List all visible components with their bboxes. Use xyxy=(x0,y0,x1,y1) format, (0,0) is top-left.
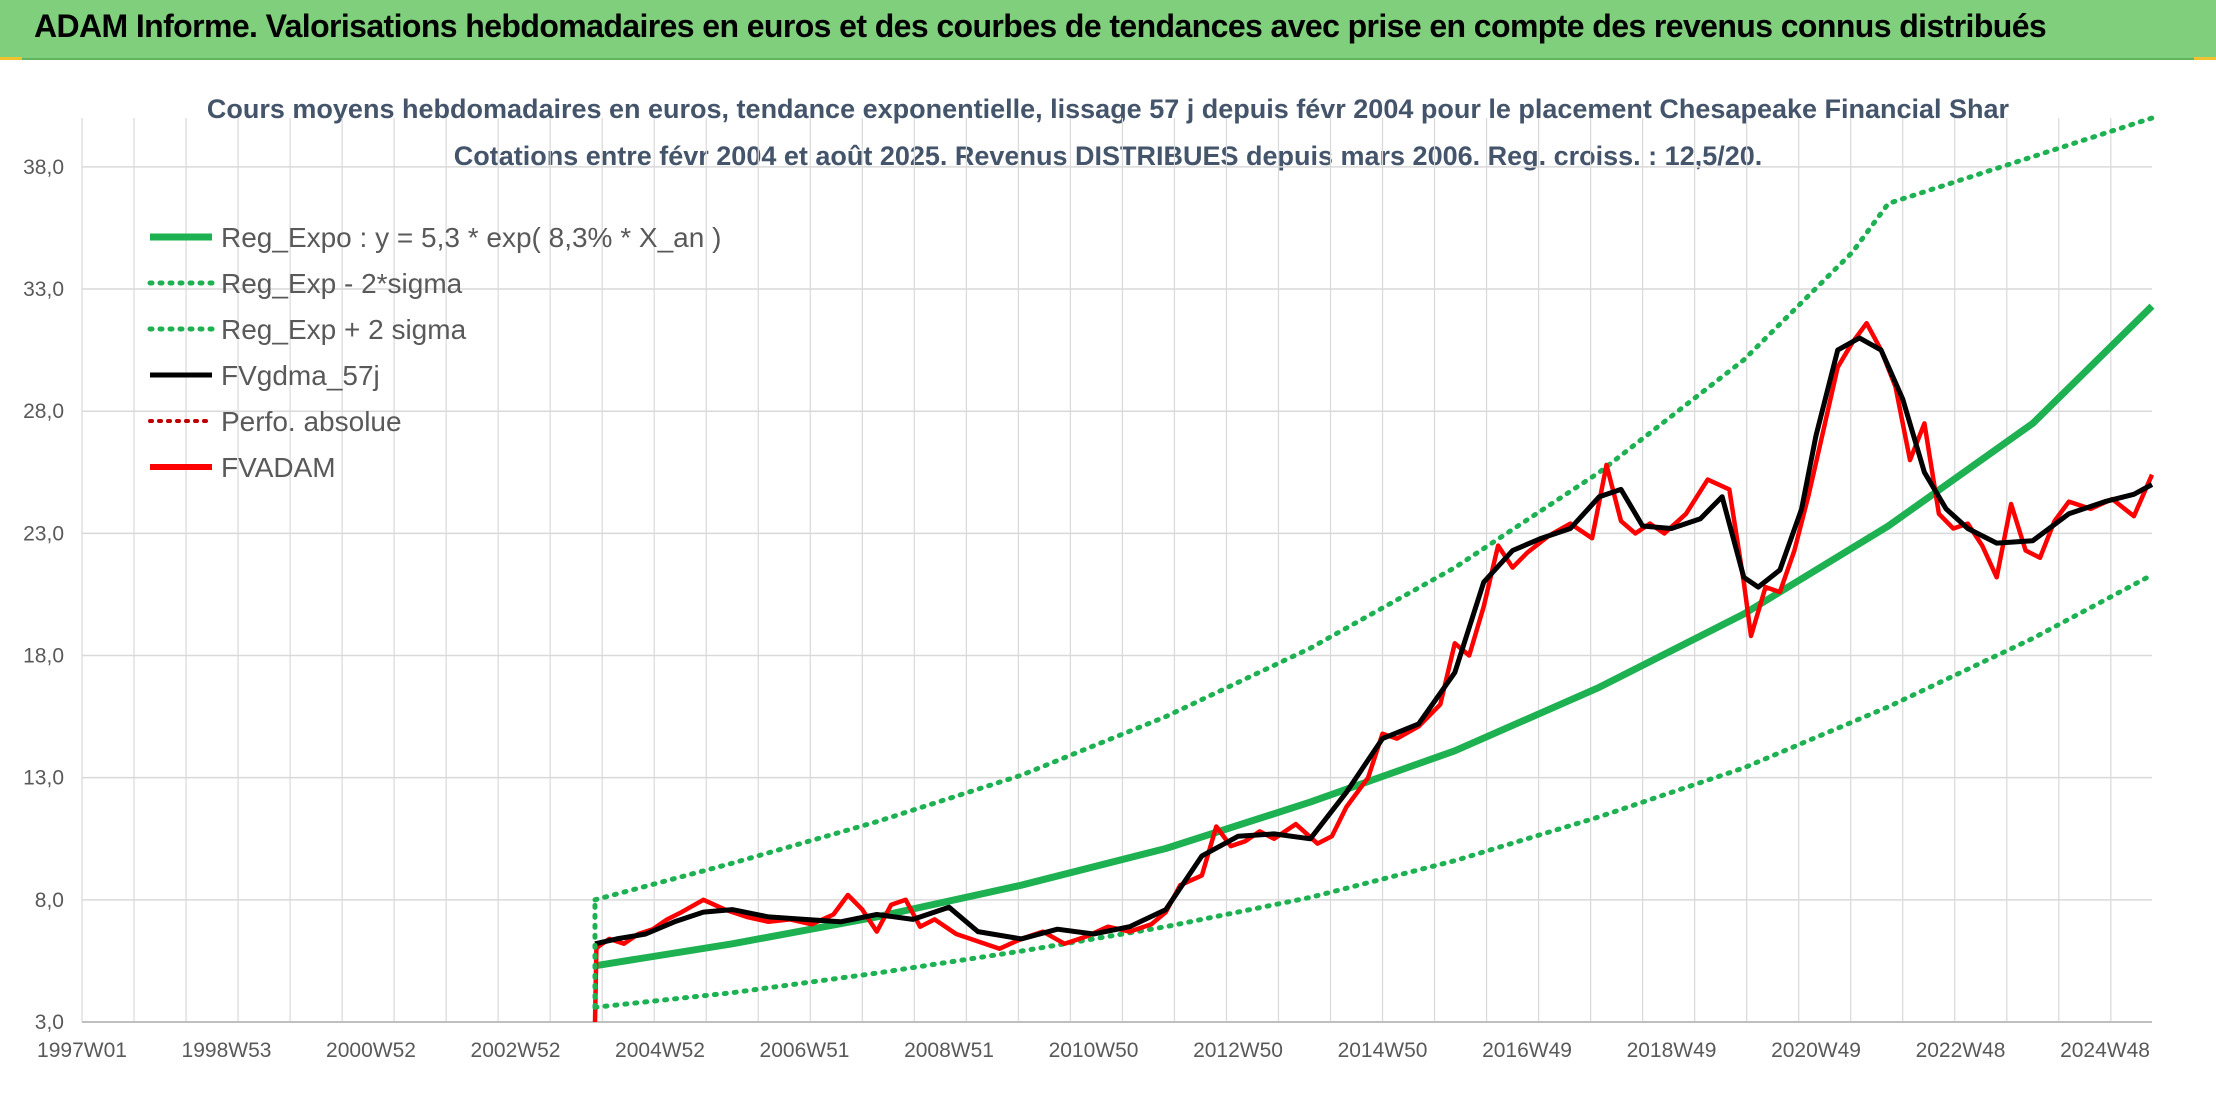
x-axis: 1997W01 1998W53 2000W52 2002W52 2004W52 2006W… xyxy=(37,1039,2150,1062)
y-tick-label: 28,0 xyxy=(23,400,64,423)
x-tick-label: 2004W52 xyxy=(615,1039,705,1062)
legend-label: Reg_Exp + 2 sigma xyxy=(221,314,467,345)
y-tick-label: 18,0 xyxy=(23,645,64,668)
x-tick-label: 2018W49 xyxy=(1627,1039,1717,1062)
legend-label: FVgdma_57j xyxy=(221,360,380,391)
chart-background xyxy=(0,60,2216,1106)
x-tick-label: 2002W52 xyxy=(471,1039,561,1062)
y-tick-label: 13,0 xyxy=(23,767,64,790)
y-tick-label: 8,0 xyxy=(35,889,64,912)
y-tick-label: 23,0 xyxy=(23,522,64,545)
x-tick-label: 1998W53 xyxy=(182,1039,272,1062)
report-title: ADAM Informe. Valorisations hebdomadaire… xyxy=(34,8,2047,44)
x-tick-label: 2016W49 xyxy=(1482,1039,1572,1062)
series-reg-exp-minus-2sigma xyxy=(592,572,2155,1010)
chart-series xyxy=(592,115,2155,1023)
y-tick-label: 38,0 xyxy=(23,156,64,179)
chart-title-line-1: Cours moyens hebdomadaires en euros, ten… xyxy=(207,94,2010,124)
chart-legend: Reg_Expo : y = 5,3 * exp( 8,3% * X_an ) R… xyxy=(147,222,721,483)
x-tick-label: 1997W01 xyxy=(37,1039,127,1062)
series-fvadam xyxy=(592,320,2155,1023)
legend-label: Reg_Exp - 2*sigma xyxy=(221,268,463,299)
chart-frame: Cours moyens hebdomadaires en euros, ten… xyxy=(0,60,2216,1106)
report-banner: ADAM Informe. Valorisations hebdomadaire… xyxy=(0,0,2216,60)
x-tick-label: 2006W51 xyxy=(760,1039,850,1062)
series-reg-exp-plus-2sigma xyxy=(592,115,2155,903)
series-fvgdma-57j xyxy=(594,335,2154,947)
y-tick-label: 3,0 xyxy=(35,1011,64,1034)
x-tick-label: 2020W49 xyxy=(1771,1039,1861,1062)
x-tick-label: 2022W48 xyxy=(1916,1039,2006,1062)
legend-label: FVADAM xyxy=(221,452,336,483)
x-tick-label: 2014W50 xyxy=(1338,1039,1428,1062)
x-tick-label: 2012W50 xyxy=(1193,1039,1283,1062)
x-tick-label: 2024W48 xyxy=(2060,1039,2150,1062)
x-tick-label: 2000W52 xyxy=(326,1039,416,1062)
chart-grid xyxy=(81,118,2152,1023)
x-tick-label: 2010W50 xyxy=(1049,1039,1139,1062)
y-axis: 3,0 8,0 13,0 18,0 23,0 28,0 33,0 38,0 xyxy=(23,156,64,1034)
trend-chart: Cours moyens hebdomadaires en euros, ten… xyxy=(0,60,2216,1106)
y-tick-label: 33,0 xyxy=(23,278,64,301)
x-tick-label: 2008W51 xyxy=(904,1039,994,1062)
legend-label: Perfo. absolue xyxy=(221,406,402,437)
legend-label: Reg_Expo : y = 5,3 * exp( 8,3% * X_an ) xyxy=(221,222,721,253)
chart-title-line-2: Cotations entre févr 2004 et août 2025. … xyxy=(454,141,1763,171)
